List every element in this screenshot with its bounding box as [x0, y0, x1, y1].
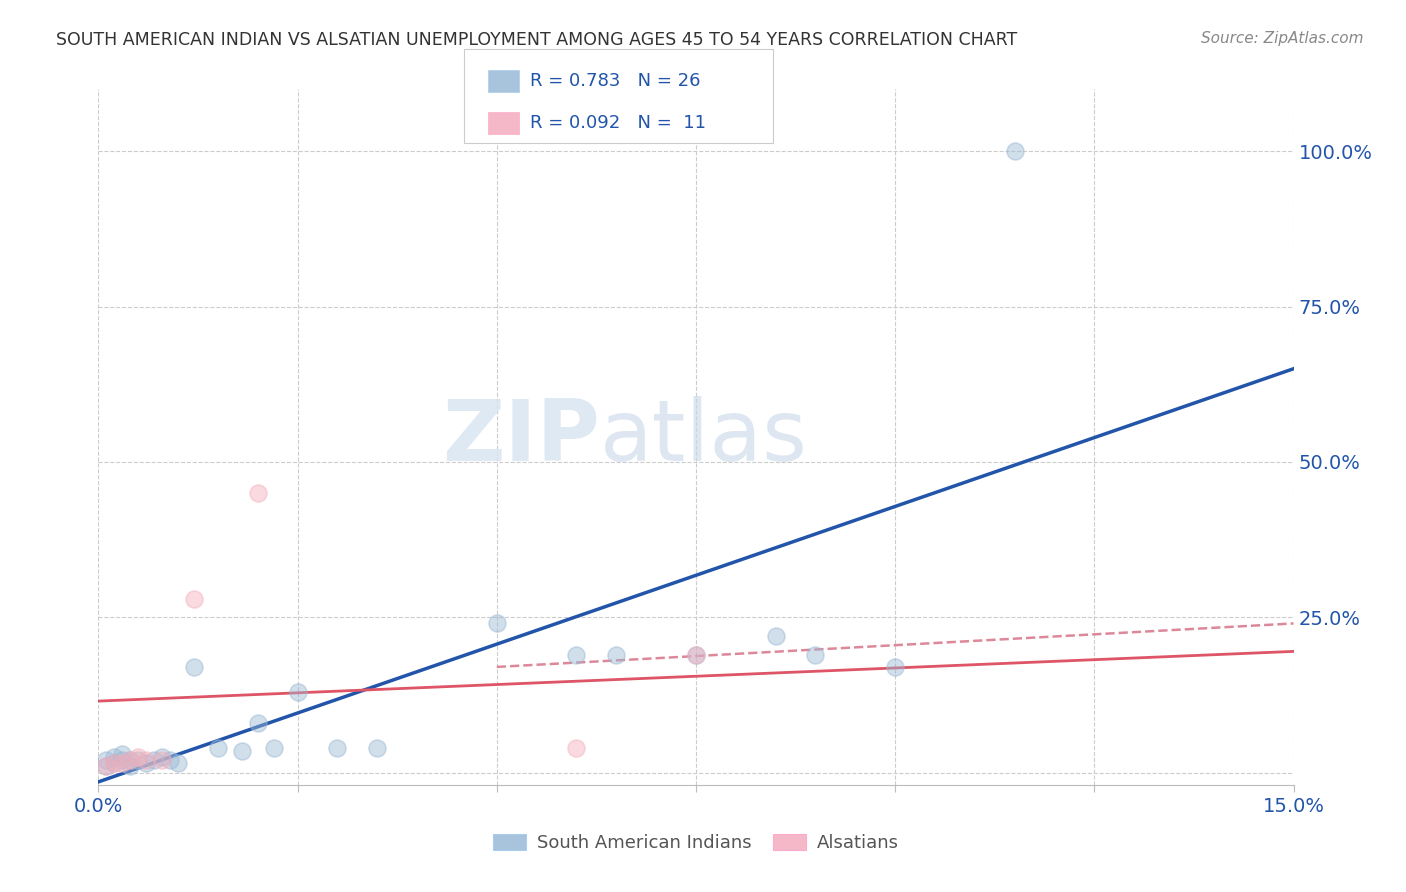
Point — [246, 486, 269, 500]
Point — [135, 756, 157, 771]
Point — [111, 753, 134, 767]
Point — [1004, 145, 1026, 159]
Point — [143, 753, 166, 767]
Point — [485, 616, 508, 631]
Point — [150, 750, 173, 764]
Point — [685, 648, 707, 662]
Point — [96, 759, 118, 773]
Text: atlas: atlas — [600, 395, 808, 479]
Text: SOUTH AMERICAN INDIAN VS ALSATIAN UNEMPLOYMENT AMONG AGES 45 TO 54 YEARS CORRELA: SOUTH AMERICAN INDIAN VS ALSATIAN UNEMPL… — [56, 31, 1018, 49]
Point — [150, 753, 173, 767]
Point — [884, 660, 907, 674]
Point — [135, 753, 157, 767]
Point — [565, 648, 588, 662]
Point — [263, 740, 285, 755]
Point — [246, 715, 269, 730]
Point — [96, 759, 118, 773]
Text: Source: ZipAtlas.com: Source: ZipAtlas.com — [1201, 31, 1364, 46]
Point — [565, 740, 588, 755]
Text: R = 0.783   N = 26: R = 0.783 N = 26 — [530, 71, 700, 90]
Point — [765, 629, 787, 643]
Point — [287, 685, 309, 699]
Legend: South American Indians, Alsatians: South American Indians, Alsatians — [486, 827, 905, 859]
Point — [231, 744, 253, 758]
Point — [103, 756, 125, 771]
Text: ZIP: ZIP — [443, 395, 600, 479]
Point — [366, 740, 388, 755]
Point — [111, 756, 134, 771]
Point — [127, 750, 149, 764]
Point — [159, 753, 181, 767]
Point — [120, 759, 142, 773]
Point — [111, 747, 134, 761]
Point — [326, 740, 349, 755]
Point — [96, 753, 118, 767]
Point — [127, 753, 149, 767]
Point — [685, 648, 707, 662]
Point — [804, 648, 827, 662]
Point — [183, 660, 205, 674]
Point — [120, 753, 142, 767]
Text: R = 0.092   N =  11: R = 0.092 N = 11 — [530, 113, 706, 132]
Point — [103, 756, 125, 771]
Point — [605, 648, 627, 662]
Point — [167, 756, 190, 771]
Point — [103, 750, 125, 764]
Point — [207, 740, 229, 755]
Point — [120, 753, 142, 767]
Point — [183, 591, 205, 606]
